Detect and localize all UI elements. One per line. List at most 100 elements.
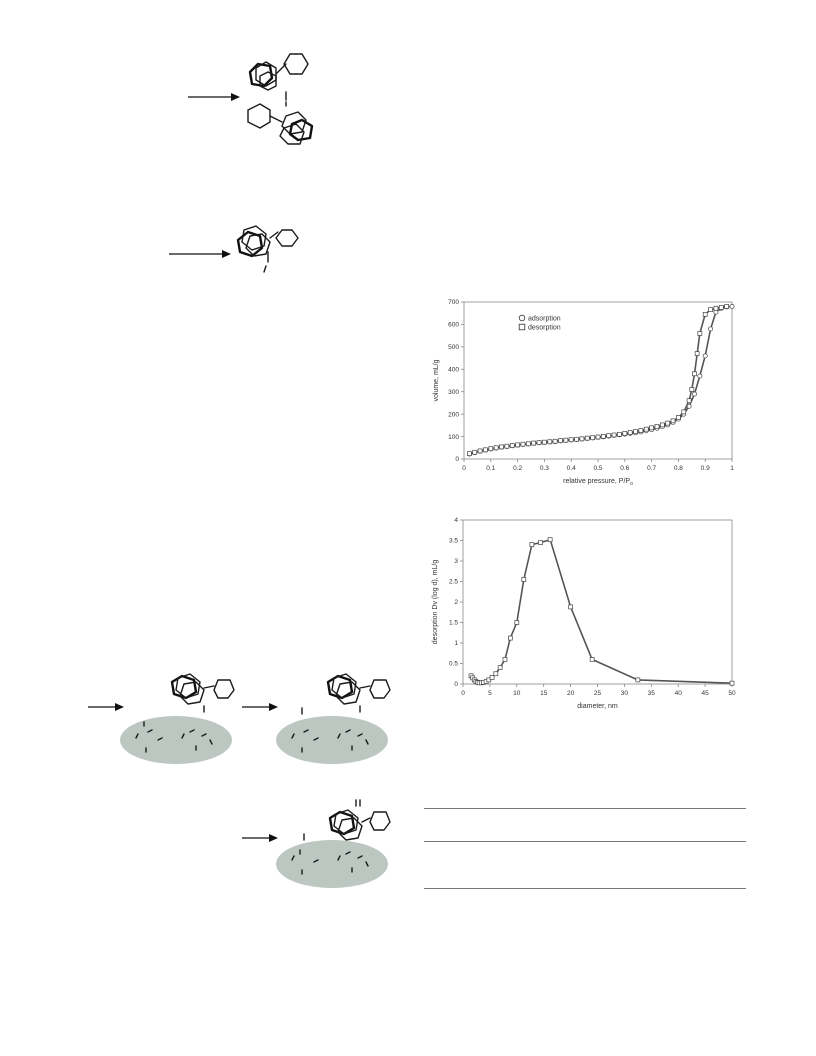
x-tick-label: 40 [675,690,683,697]
table-top-rule [424,808,746,809]
y-tick-label: 4 [454,517,458,524]
data-point [670,418,676,424]
data-point [606,433,612,439]
data-point [563,437,569,443]
x-tick-label: 0.9 [701,465,710,472]
data-point [654,424,660,429]
x-tick-label: 20 [567,690,575,697]
x-tick-label: 15 [540,690,548,697]
data-point [497,665,503,670]
legend-label: adsorption [528,316,561,323]
supported-complex-3 [276,799,391,888]
data-point [649,425,654,431]
data-point [542,439,547,445]
data-point [502,657,508,662]
data-point [676,415,681,420]
data-point [589,657,595,662]
x-tick-label: 1 [730,465,734,472]
data-point [507,635,513,641]
data-point [472,449,478,455]
data-point [694,351,700,356]
data-point [692,391,697,397]
data-point [713,305,719,311]
data-point [635,677,641,683]
data-point [547,439,553,445]
x-tick-label: 25 [594,690,602,697]
y-tick-label: 1.5 [449,620,458,627]
scheme-arrow-5 [242,834,278,842]
x-axis-label: diameter, nm [577,703,618,710]
y-axis-label: volume, mL/g [433,359,440,401]
x-tick-label: 0.1 [486,465,495,472]
data-point [689,387,695,392]
data-point [584,435,590,441]
y-axis-label: desorption Dv (log d), mL/g [432,560,439,645]
y-tick-label: 0 [455,456,459,463]
x-tick-label: 0.7 [647,465,656,472]
data-point [520,441,526,447]
table-header-rule [424,841,746,842]
series-line [469,305,727,455]
data-point [552,438,558,444]
data-point [708,307,713,312]
data-point [568,604,573,610]
data-point [702,311,708,317]
y-tick-label: 700 [448,299,459,306]
data-point [638,428,644,433]
scheme-arrow-3 [88,703,124,711]
y-tick-label: 300 [448,389,459,396]
data-point [489,675,495,680]
x-tick-label: 0.6 [620,465,629,472]
data-point [538,540,543,545]
y-tick-label: 0 [454,681,458,688]
data-point [590,435,595,441]
y-tick-label: 1 [454,640,458,647]
monomer-structure [236,225,299,273]
data-point [611,432,617,438]
y-tick-label: 2.5 [449,579,458,586]
x-tick-label: 0.5 [593,465,602,472]
data-point [702,353,708,359]
data-point [681,409,687,415]
x-tick-label: 0 [462,465,466,472]
data-point [718,305,724,310]
data-point [499,444,504,450]
x-tick-label: 0 [461,690,465,697]
data-point [697,373,703,379]
data-point [622,431,628,436]
data-point [493,445,499,451]
x-tick-label: 35 [648,690,656,697]
y-tick-label: 600 [448,322,459,329]
data-point [515,442,520,448]
data-point [708,326,714,332]
y-tick-label: 100 [448,434,459,441]
scheme-arrow-4 [242,703,278,711]
y-tick-label: 200 [448,411,459,418]
legend-marker [518,314,526,322]
data-point [547,537,553,543]
dimer-structure [247,53,314,145]
pore-size-chart: 0 5 10 15 20 25 30 35 40 45 50 0 0.5 1 1.5 2 2.5 3 3.5 4 dia… [432,517,736,710]
x-tick-label: 45 [701,690,709,697]
legend-marker [518,323,526,331]
y-tick-label: 2 [454,599,458,606]
data-point [686,398,692,404]
table-bottom-rule [424,888,746,889]
x-tick-label: 0.2 [513,465,522,472]
supported-complex-1 [120,673,235,764]
data-point [617,431,622,437]
data-point [493,671,499,677]
data-point [536,440,542,445]
data-point [724,304,729,309]
data-point [486,677,492,683]
data-point [729,304,735,309]
x-tick-label: 5 [488,690,492,697]
data-point [483,447,488,453]
data-table [424,808,746,892]
data-point [488,446,494,452]
supported-complex-2 [276,673,391,764]
data-point [601,433,606,439]
x-tick-label: 0.4 [567,465,576,472]
data-point [558,438,563,443]
data-point [531,440,537,446]
